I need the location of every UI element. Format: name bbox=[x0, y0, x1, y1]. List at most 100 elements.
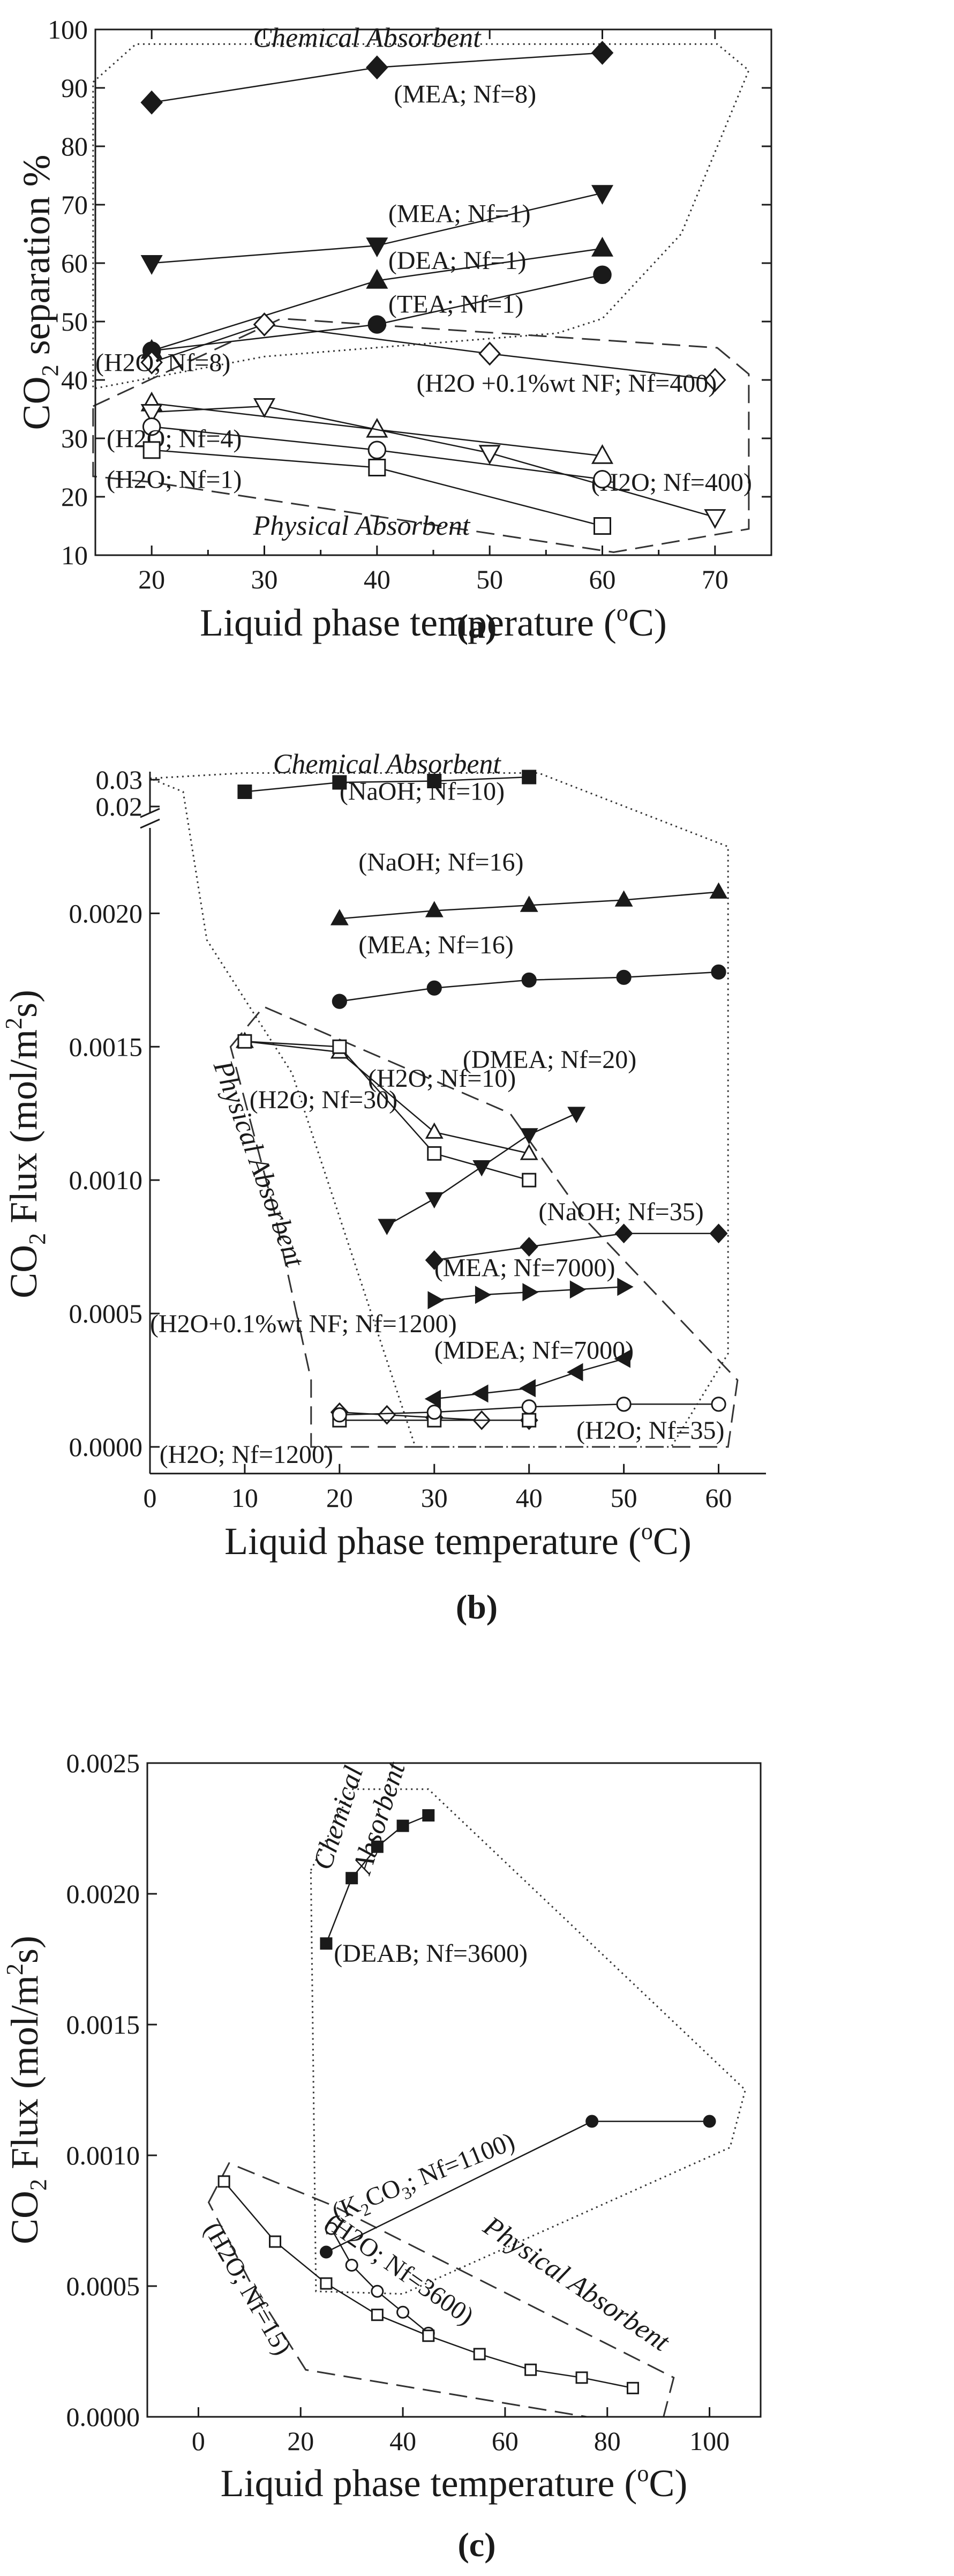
data-point bbox=[425, 1122, 444, 1139]
data-point bbox=[345, 2258, 358, 2272]
y-axis-label-co: CO bbox=[2, 1245, 45, 1298]
data-point bbox=[366, 268, 388, 289]
series-label: (H2O; Nf=30) bbox=[250, 1086, 397, 1114]
data-point bbox=[396, 1819, 409, 1832]
y-tick-label: 0.0025 bbox=[66, 1748, 140, 1778]
x-tick-label: 50 bbox=[476, 564, 503, 594]
panel-caption: (a) bbox=[457, 607, 497, 645]
data-point bbox=[320, 2277, 333, 2290]
y-axis-label-mid: Flux (mol/m bbox=[3, 1975, 46, 2179]
x-tick-label: 60 bbox=[492, 2426, 519, 2456]
data-point bbox=[614, 1223, 633, 1244]
x-tick-label: 20 bbox=[287, 2426, 314, 2456]
series-label: (TEA; Nf=1) bbox=[388, 290, 523, 319]
y-tick-label: 70 bbox=[61, 190, 88, 220]
data-point bbox=[142, 441, 161, 459]
data-point bbox=[396, 2305, 410, 2319]
series-label: (H2O+0.1%wt NF; Nf=1200) bbox=[150, 1310, 457, 1338]
y-tick-label: 0.0015 bbox=[66, 2010, 140, 2040]
x-tick-label: 0 bbox=[144, 1483, 157, 1513]
axis-break-mark bbox=[140, 818, 160, 829]
series-label: (H2O; Nf=1200) bbox=[160, 1440, 333, 1469]
data-point bbox=[522, 1283, 539, 1302]
data-point bbox=[614, 890, 633, 907]
x-axis-label-sup: o bbox=[637, 2460, 649, 2487]
series-label: (H2O; Nf=1) bbox=[107, 466, 242, 494]
data-point bbox=[332, 994, 347, 1009]
series-label: (MDEA; Nf=7000) bbox=[434, 1336, 634, 1365]
y-tick-label: 100 bbox=[48, 14, 88, 44]
data-point bbox=[332, 1407, 347, 1423]
y-axis-label-co: CO bbox=[3, 2191, 46, 2244]
data-point bbox=[332, 1039, 347, 1054]
series-label: (MEA; Nf=16) bbox=[358, 931, 514, 959]
data-point bbox=[478, 445, 501, 465]
data-point bbox=[425, 1250, 444, 1270]
x-tick-label: 70 bbox=[702, 564, 728, 594]
region-boundary bbox=[229, 1005, 739, 1448]
data-point bbox=[427, 774, 442, 788]
data-point bbox=[521, 972, 537, 988]
series-label: (MEA; Nf=7000) bbox=[434, 1253, 615, 1282]
data-point bbox=[366, 237, 388, 258]
data-point bbox=[521, 1399, 537, 1415]
data-point bbox=[520, 1128, 538, 1145]
data-point bbox=[478, 341, 501, 366]
data-point bbox=[591, 444, 614, 464]
data-point bbox=[709, 882, 728, 899]
data-point bbox=[368, 459, 386, 476]
panel-a-chart: Chemical Absorbent Physical Absorbent 10 20… bbox=[15, 14, 772, 645]
data-point bbox=[704, 509, 726, 529]
data-point bbox=[425, 1192, 444, 1209]
y-axis-label: CO2 separation % bbox=[15, 155, 63, 430]
data-point bbox=[140, 350, 163, 375]
series-line bbox=[244, 1041, 529, 1154]
data-point bbox=[371, 1840, 384, 1853]
data-point bbox=[366, 55, 388, 80]
data-point bbox=[585, 2115, 599, 2128]
x-axis-label: Liquid phase temperature (oC) bbox=[221, 2460, 688, 2505]
data-point bbox=[703, 2115, 716, 2128]
y-tick-label: 0.03 bbox=[96, 765, 143, 795]
y-tick-label: 30 bbox=[61, 423, 88, 453]
data-point bbox=[253, 312, 276, 337]
series-label: (H2O; Nf=15) bbox=[198, 2217, 297, 2360]
x-tick-label: 60 bbox=[589, 564, 616, 594]
data-point bbox=[427, 1291, 444, 1310]
data-point bbox=[569, 1280, 587, 1299]
y-tick-label: 10 bbox=[61, 540, 88, 570]
data-point bbox=[617, 1278, 634, 1296]
x-axis-label-sup: o bbox=[617, 600, 628, 626]
x-tick-label: 60 bbox=[705, 1483, 732, 1513]
y-tick-label: 40 bbox=[61, 365, 88, 395]
x-axis-label-end: C) bbox=[653, 1520, 692, 1563]
data-point bbox=[140, 90, 163, 115]
x-axis-label-end: C) bbox=[649, 2462, 687, 2505]
x-axis-label-text: Liquid phase temperature ( bbox=[224, 1520, 641, 1563]
series-label: (H2O; Nf=400) bbox=[591, 468, 752, 497]
x-axis-label-end: C) bbox=[628, 601, 667, 644]
y-axis-label-sub: 2 bbox=[37, 364, 63, 376]
series-label: (K2CO3; Nf=1100) bbox=[328, 2127, 520, 2230]
data-point bbox=[711, 964, 726, 980]
series-line bbox=[434, 1233, 719, 1261]
data-point bbox=[475, 1286, 492, 1304]
y-tick-label: 0.0000 bbox=[69, 1432, 143, 1462]
x-tick-label: 50 bbox=[611, 1483, 637, 1513]
data-point bbox=[522, 1173, 537, 1188]
data-point bbox=[325, 2222, 338, 2235]
data-point bbox=[345, 1872, 358, 1885]
x-tick-label: 80 bbox=[594, 2426, 621, 2456]
y-tick-label: 60 bbox=[61, 248, 88, 278]
series-line bbox=[152, 405, 716, 518]
x-tick-label: 40 bbox=[364, 564, 390, 594]
x-tick-label: 30 bbox=[421, 1483, 448, 1513]
data-point bbox=[367, 315, 387, 334]
y-tick-label: 0.0005 bbox=[69, 1298, 143, 1328]
x-tick-label: 10 bbox=[231, 1483, 258, 1513]
data-point bbox=[626, 2381, 639, 2394]
data-point bbox=[472, 1384, 489, 1403]
series-label: (DMEA; Nf=20) bbox=[463, 1046, 636, 1074]
